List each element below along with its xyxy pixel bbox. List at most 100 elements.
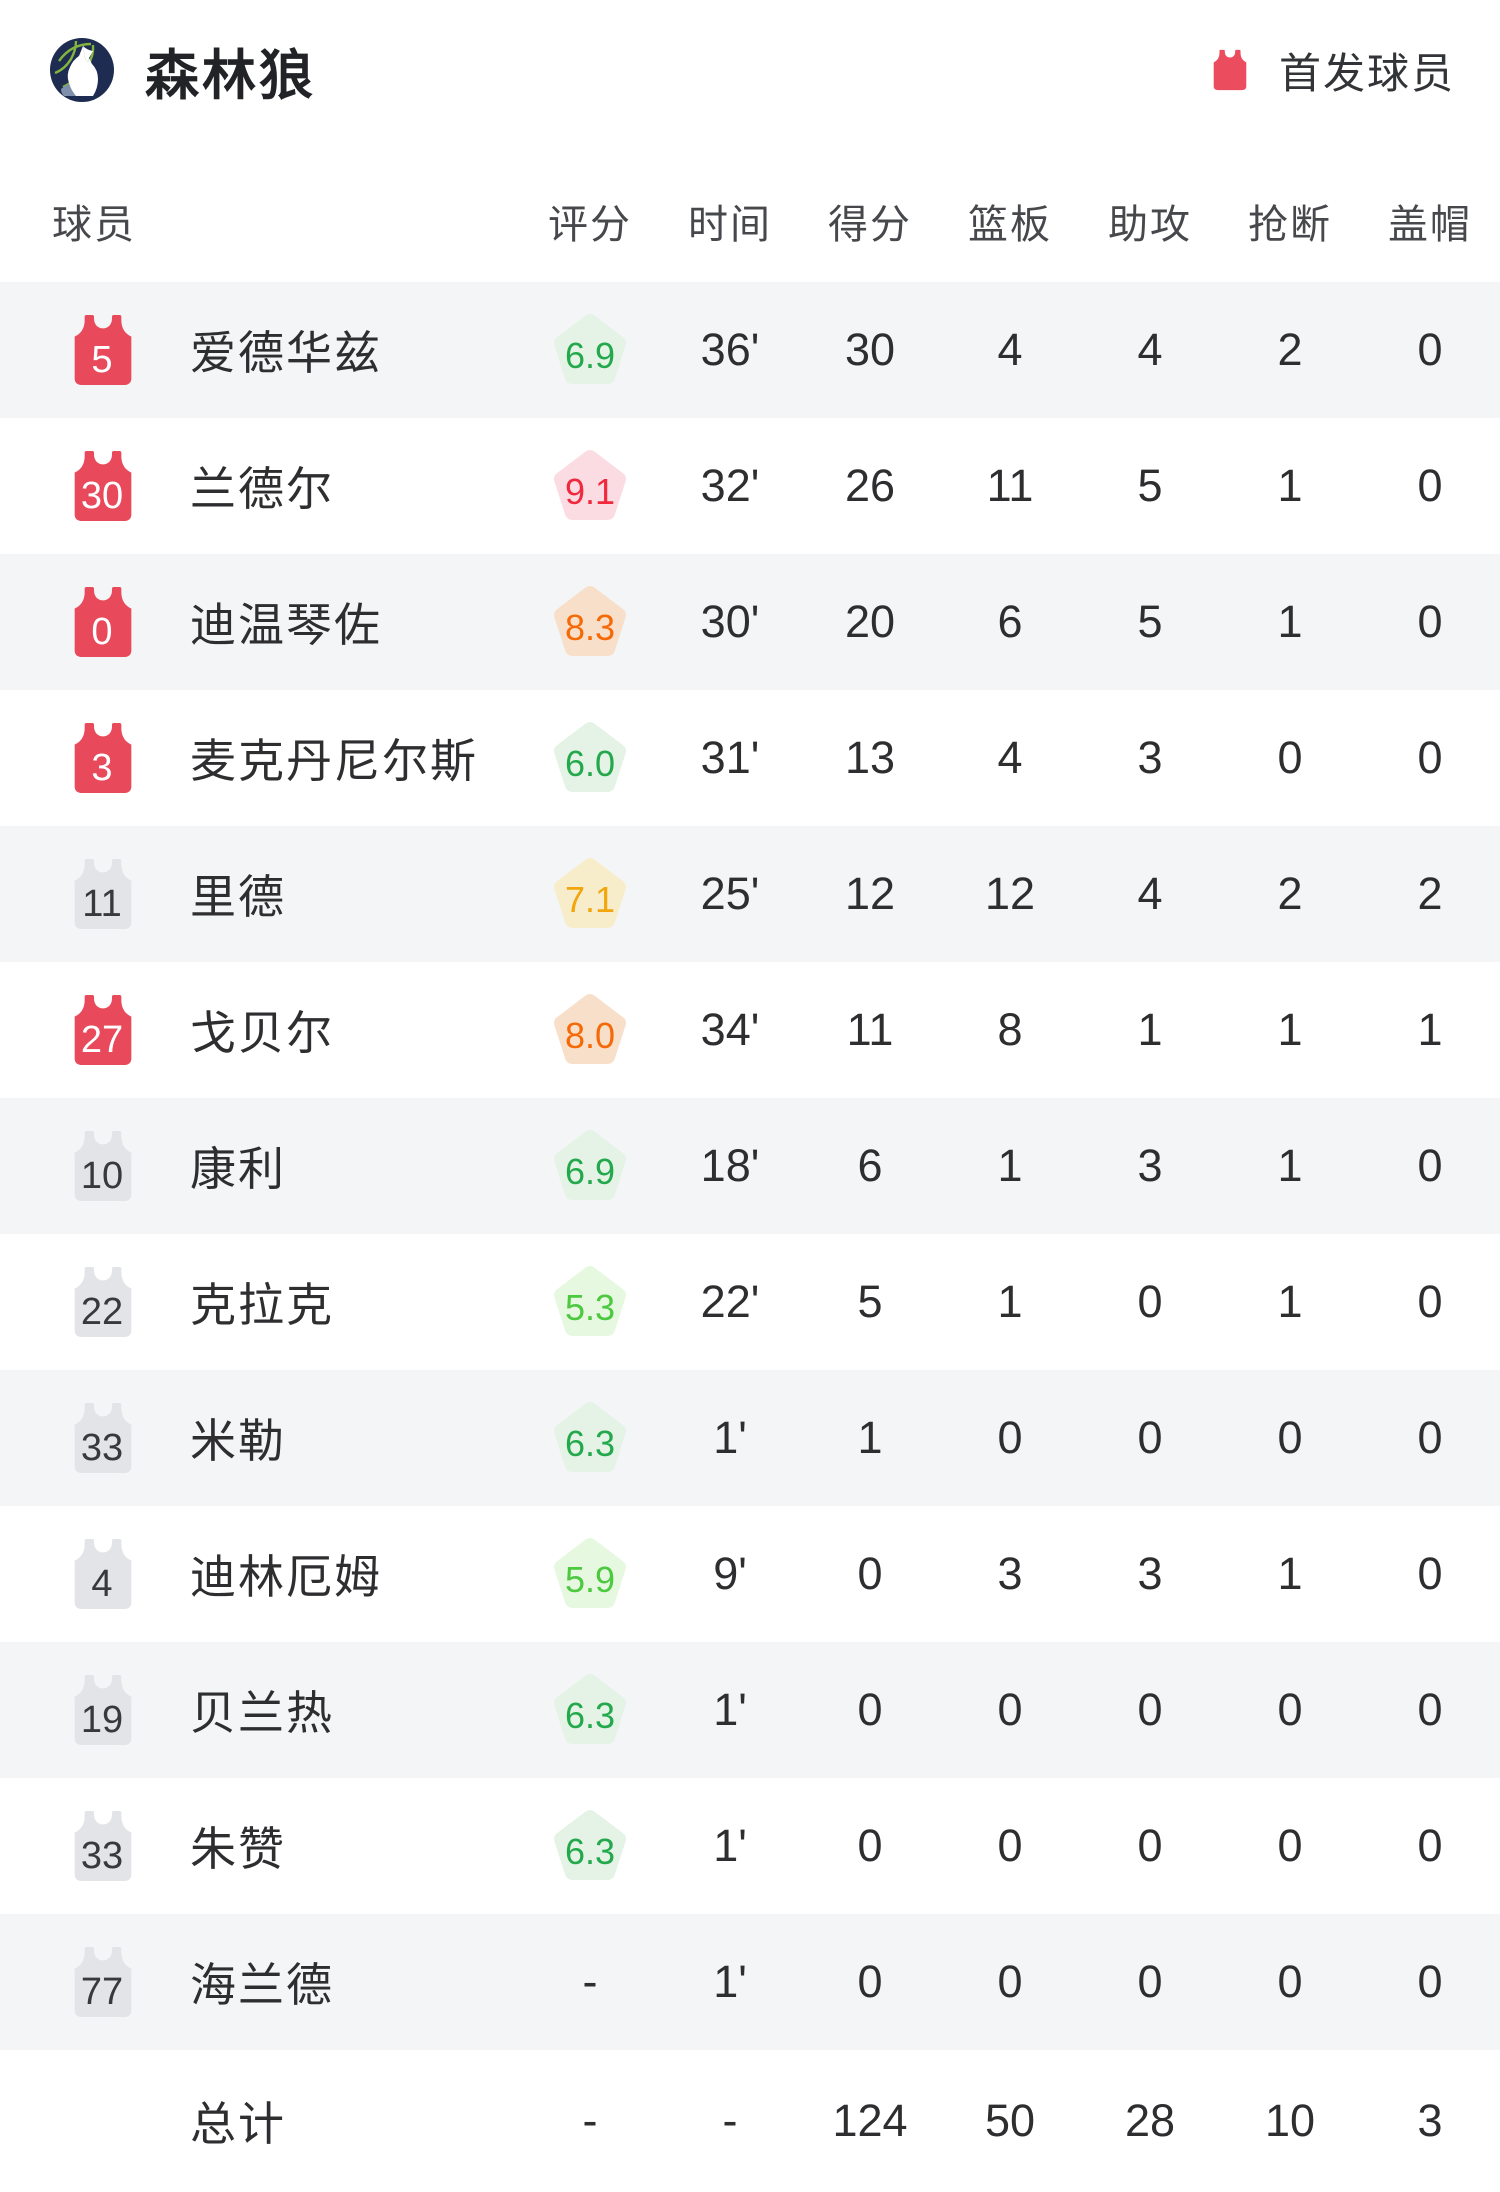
- rating-value: 6.9: [564, 334, 616, 376]
- player-name: 兰德尔: [190, 463, 334, 515]
- table-column-header: 球员 评分 时间 得分 篮板 助攻 抢断 盖帽: [0, 130, 1500, 282]
- jersey-icon: 19: [62, 1670, 144, 1750]
- stat-steals: 0: [1277, 1684, 1303, 1735]
- player-row[interactable]: 33 朱赞 6.3 1' 0 0 0 0 0: [0, 1778, 1500, 1914]
- rating-value: 8.0: [564, 1014, 616, 1056]
- stat-points: 13: [844, 732, 896, 783]
- jersey-cell: 10: [0, 1126, 146, 1206]
- total-blocks: 3: [1417, 2095, 1443, 2146]
- player-row[interactable]: 3 麦克丹尼尔斯 6.0 31' 13 4 3 0 0: [0, 690, 1500, 826]
- stat-steals: 1: [1277, 596, 1303, 647]
- starter-jersey-icon: [1213, 49, 1247, 91]
- rating-cell: 8.3: [520, 582, 660, 662]
- jersey-icon: 33: [62, 1398, 144, 1478]
- player-name: 里德: [190, 871, 286, 923]
- player-row[interactable]: 33 米勒 6.3 1' 1 0 0 0 0: [0, 1370, 1500, 1506]
- rating-cell: 6.3: [520, 1398, 660, 1478]
- rating-cell: 6.9: [520, 1126, 660, 1206]
- stat-points: 11: [846, 1004, 894, 1055]
- player-row[interactable]: 11 里德 7.1 25' 12 12 4 2 2: [0, 826, 1500, 962]
- page-title-team-name: 森林狼: [145, 45, 316, 106]
- stat-time: 34': [700, 1004, 760, 1055]
- jersey-number: 19: [80, 1698, 124, 1741]
- player-row[interactable]: 22 克拉克 5.3 22' 5 1 0 1 0: [0, 1234, 1500, 1370]
- team-header: 森林狼 首发球员: [0, 0, 1500, 130]
- stat-steals: 0: [1277, 1820, 1303, 1871]
- jersey-number: 27: [80, 1018, 124, 1061]
- player-name: 麦克丹尼尔斯: [190, 735, 478, 787]
- jersey-icon: 4: [62, 1534, 144, 1614]
- jersey-cell: 27: [0, 990, 146, 1070]
- jersey-number: 33: [80, 1834, 124, 1877]
- stat-points: 20: [844, 596, 896, 647]
- rating-value: 9.1: [564, 470, 616, 512]
- column-rating: 评分: [548, 203, 632, 247]
- jersey-icon: 5: [62, 310, 144, 390]
- jersey-icon: 11: [62, 854, 144, 934]
- stat-assists: 0: [1137, 1684, 1163, 1735]
- stat-points: 26: [844, 460, 896, 511]
- stat-rebounds: 0: [997, 1412, 1023, 1463]
- rating-cell: 9.1: [520, 446, 660, 526]
- stat-time: 1': [713, 1956, 747, 2007]
- stat-rebounds: 4: [997, 732, 1023, 783]
- stat-assists: 0: [1137, 1412, 1163, 1463]
- player-name: 米勒: [190, 1415, 286, 1467]
- player-table-body: 5 爱德华兹 6.9 36' 30 4 4 2 0 30 兰德尔: [0, 282, 1500, 2050]
- stat-steals: 1: [1277, 460, 1303, 511]
- player-row[interactable]: 19 贝兰热 6.3 1' 0 0 0 0 0: [0, 1642, 1500, 1778]
- rating-cell: -: [520, 1956, 660, 2008]
- stat-blocks: 0: [1417, 1548, 1443, 1599]
- total-points: 124: [832, 2095, 908, 2146]
- jersey-number: 3: [91, 746, 113, 789]
- stat-steals: 0: [1277, 1412, 1303, 1463]
- stat-rebounds: 11: [986, 460, 1034, 511]
- rating-value: 6.0: [564, 742, 616, 784]
- total-assists: 28: [1124, 2095, 1176, 2146]
- player-row[interactable]: 4 迪林厄姆 5.9 9' 0 3 3 1 0: [0, 1506, 1500, 1642]
- jersey-number: 30: [80, 474, 124, 517]
- stat-assists: 5: [1137, 596, 1163, 647]
- player-row[interactable]: 30 兰德尔 9.1 32' 26 11 5 1 0: [0, 418, 1500, 554]
- player-row[interactable]: 10 康利 6.9 18' 6 1 3 1 0: [0, 1098, 1500, 1234]
- stat-assists: 3: [1137, 1140, 1163, 1191]
- column-time: 时间: [688, 203, 772, 247]
- rating-value: 8.3: [564, 606, 616, 648]
- player-name: 迪温琴佐: [190, 599, 382, 651]
- rating-value: 5.3: [564, 1286, 616, 1328]
- column-player: 球员: [52, 203, 136, 247]
- stat-blocks: 0: [1417, 732, 1443, 783]
- stat-rebounds: 8: [997, 1004, 1023, 1055]
- rating-badge: 9.1: [550, 446, 630, 526]
- player-row[interactable]: 27 戈贝尔 8.0 34' 11 8 1 1 1: [0, 962, 1500, 1098]
- player-row[interactable]: 0 迪温琴佐 8.3 30' 20 6 5 1 0: [0, 554, 1500, 690]
- player-row[interactable]: 5 爱德华兹 6.9 36' 30 4 4 2 0: [0, 282, 1500, 418]
- jersey-icon: 3: [62, 718, 144, 798]
- stat-steals: 1: [1277, 1004, 1303, 1055]
- stat-points: 12: [844, 868, 896, 919]
- player-name: 康利: [190, 1143, 286, 1195]
- rating-badge: 8.3: [550, 582, 630, 662]
- player-name: 朱赞: [190, 1823, 286, 1875]
- player-name: 贝兰热: [190, 1687, 334, 1739]
- player-name: 海兰德: [190, 1959, 334, 2011]
- stat-blocks: 0: [1417, 1956, 1443, 2007]
- jersey-icon: 22: [62, 1262, 144, 1342]
- player-name: 迪林厄姆: [190, 1551, 382, 1603]
- stat-steals: 2: [1277, 324, 1303, 375]
- stat-steals: 1: [1277, 1548, 1303, 1599]
- stat-blocks: 0: [1417, 460, 1443, 511]
- stat-points: 0: [857, 1548, 883, 1599]
- jersey-number: 5: [91, 338, 113, 381]
- stat-time: 1': [713, 1820, 747, 1871]
- stat-rebounds: 4: [997, 324, 1023, 375]
- stat-time: 30': [700, 596, 760, 647]
- stat-blocks: 0: [1417, 1820, 1443, 1871]
- stat-blocks: 0: [1417, 596, 1443, 647]
- total-steals: 10: [1264, 2095, 1316, 2146]
- stat-blocks: 1: [1417, 1004, 1443, 1055]
- player-row[interactable]: 77 海兰德 - 1' 0 0 0 0 0: [0, 1914, 1500, 2050]
- stat-rebounds: 0: [997, 1956, 1023, 2007]
- stat-points: 0: [857, 1820, 883, 1871]
- rating-value: 5.9: [564, 1558, 616, 1600]
